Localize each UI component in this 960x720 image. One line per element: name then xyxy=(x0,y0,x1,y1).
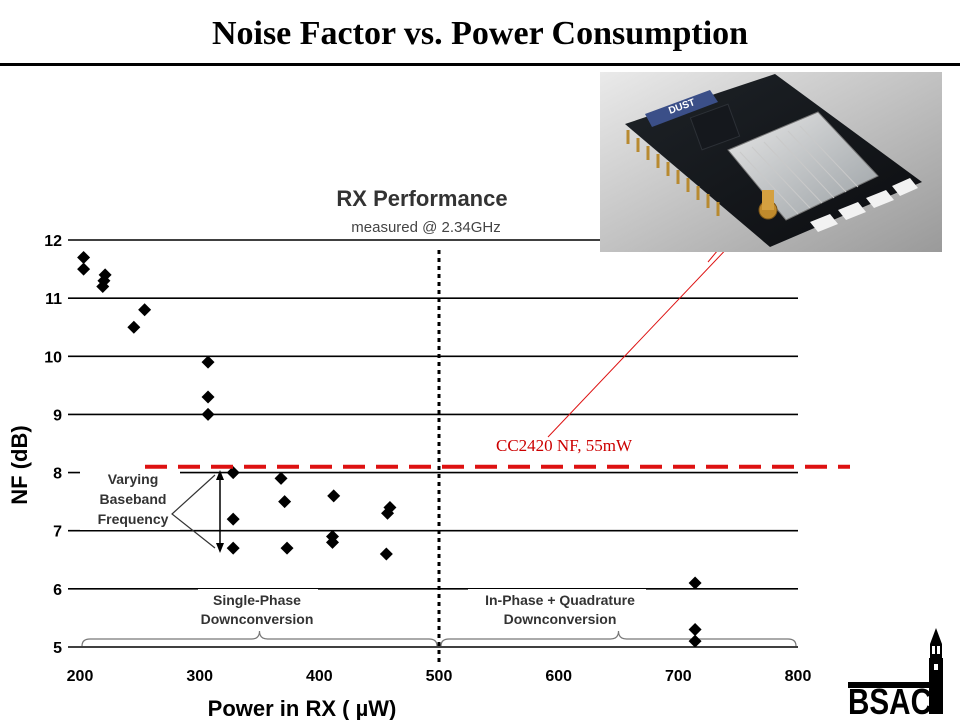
data-point-18 xyxy=(325,535,339,549)
data-point-20 xyxy=(381,506,395,520)
slide-title: Noise Factor vs. Power Consumption xyxy=(211,15,749,52)
shield-ridges xyxy=(739,125,859,215)
x-tick-label-600: 600 xyxy=(545,668,572,685)
region-label-iq-2: Downconversion xyxy=(504,611,617,627)
y-tick-label-11: 11 xyxy=(45,291,62,308)
data-point-5 xyxy=(138,303,152,317)
data-point-0 xyxy=(77,250,91,264)
data-point-8 xyxy=(201,390,215,404)
data-point-1 xyxy=(77,262,91,276)
y-tick-label-6: 6 xyxy=(53,582,62,599)
callout-line-2: Baseband xyxy=(100,491,167,507)
chart-title: RX Performance xyxy=(336,186,507,211)
data-point-13 xyxy=(274,471,288,485)
cc2420-annotation: CC2420 NF, 55mW xyxy=(496,436,633,455)
data-point-4 xyxy=(96,280,110,294)
campanile-tower-icon xyxy=(929,628,943,714)
data-point-23 xyxy=(688,623,702,637)
data-points xyxy=(77,250,702,648)
y-tick-label-12: 12 xyxy=(44,233,62,250)
data-point-14 xyxy=(278,495,292,509)
region-label-iq-1: In-Phase + Quadrature xyxy=(485,592,635,608)
header-pins xyxy=(626,130,720,216)
data-point-6 xyxy=(127,320,141,334)
x-tick-labels: 200 300 400 500 600 700 800 xyxy=(67,668,812,685)
logo-bar xyxy=(848,682,930,688)
data-point-21 xyxy=(379,547,393,561)
x-tick-label-400: 400 xyxy=(306,668,333,685)
dust-logo-patch xyxy=(645,90,718,127)
region-label-single-phase-2: Downconversion xyxy=(201,611,314,627)
data-point-11 xyxy=(226,512,240,526)
region-brackets xyxy=(81,630,797,647)
data-point-12 xyxy=(226,541,240,555)
data-point-24 xyxy=(688,634,702,648)
sma-barrel xyxy=(762,190,774,210)
callout-line-1: Varying xyxy=(108,471,159,487)
callout-line-3: Frequency xyxy=(98,511,169,527)
bsac-logo: BSAC xyxy=(848,628,943,720)
x-tick-label-500: 500 xyxy=(426,668,453,685)
arrowhead-up-icon xyxy=(216,470,224,480)
bracket-iq xyxy=(440,630,797,647)
data-point-22 xyxy=(688,576,702,590)
x-axis-label: Power in RX ( µW) xyxy=(208,696,397,720)
data-point-15 xyxy=(280,541,294,555)
arrowhead-down-icon xyxy=(216,543,224,553)
y-tick-label-8: 8 xyxy=(53,466,62,483)
x-tick-label-200: 200 xyxy=(67,668,94,685)
y-tick-label-10: 10 xyxy=(44,349,62,366)
y-axis-label: NF (dB) xyxy=(7,425,32,504)
data-point-10 xyxy=(226,466,240,480)
region-label-bg-0 xyxy=(198,589,318,629)
title-divider xyxy=(0,63,960,66)
callout-pointer xyxy=(171,474,216,549)
callout-varying-baseband: Varying Baseband Frequency xyxy=(80,466,224,553)
region-label-single-phase-1: Single-Phase xyxy=(213,592,301,608)
callout-bg xyxy=(80,466,180,530)
data-point-7 xyxy=(201,355,215,369)
chart-subtitle: measured @ 2.34GHz xyxy=(351,219,500,236)
region-label-bg-1 xyxy=(468,589,646,629)
bracket-single-phase xyxy=(81,630,438,647)
x-tick-label-700: 700 xyxy=(665,668,692,685)
y-tick-label-7: 7 xyxy=(53,524,62,541)
y-tick-label-9: 9 xyxy=(53,407,62,424)
x-tick-label-300: 300 xyxy=(186,668,213,685)
y-tick-label-5: 5 xyxy=(53,640,62,657)
pads xyxy=(810,178,918,232)
dust-mote-photo: DUST xyxy=(600,72,942,252)
chip xyxy=(689,103,741,151)
data-point-9 xyxy=(201,407,215,421)
grid-lines xyxy=(68,239,798,648)
y-tick-labels: 5 6 7 8 9 10 11 12 xyxy=(44,233,62,657)
x-tick-label-800: 800 xyxy=(785,668,812,685)
data-point-16 xyxy=(327,489,341,503)
